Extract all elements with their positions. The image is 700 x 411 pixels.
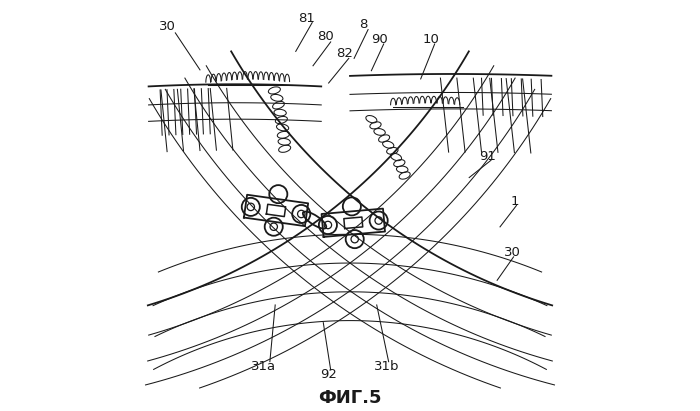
Text: 31a: 31a [251, 360, 276, 373]
Text: 91: 91 [480, 150, 496, 163]
Text: 82: 82 [336, 47, 353, 60]
Text: 30: 30 [159, 20, 176, 33]
Text: 30: 30 [504, 246, 521, 259]
Text: 81: 81 [298, 12, 315, 25]
Text: 31b: 31b [374, 360, 400, 373]
Text: 90: 90 [371, 32, 388, 46]
Text: 1: 1 [510, 195, 519, 208]
Text: 8: 8 [359, 18, 368, 31]
Text: 80: 80 [317, 30, 334, 44]
Text: 92: 92 [320, 368, 337, 381]
Text: ФИГ.5: ФИГ.5 [318, 389, 382, 407]
Text: 10: 10 [423, 32, 440, 46]
